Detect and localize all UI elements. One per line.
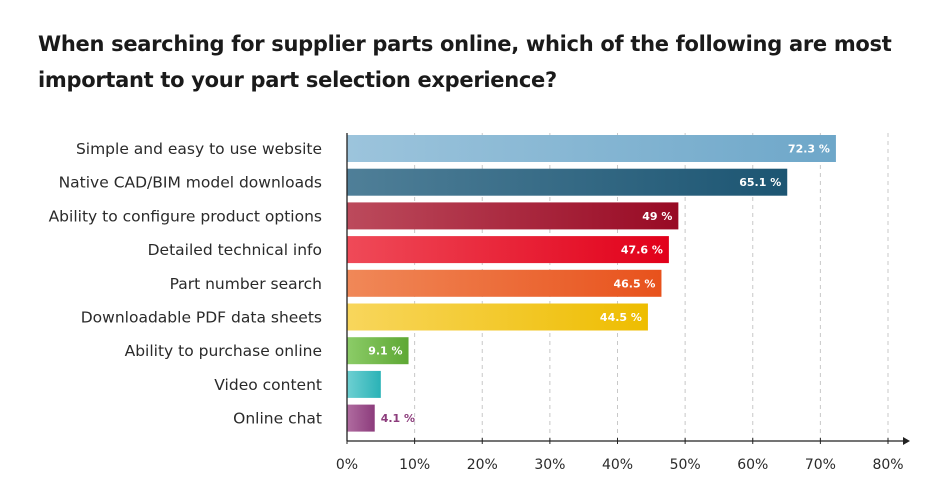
category-label: Part number search — [170, 275, 322, 293]
bar — [347, 303, 648, 331]
tick-label: 40% — [602, 457, 633, 473]
tick-label: 70% — [805, 457, 836, 473]
value-label: 9.1 % — [368, 345, 402, 358]
chart-title: When searching for supplier parts online… — [38, 32, 892, 92]
category-label: Ability to purchase online — [125, 342, 322, 360]
x-axis-arrow-icon — [903, 437, 910, 445]
category-label: Video content — [214, 376, 322, 394]
bars-group — [347, 135, 836, 432]
bar — [347, 370, 381, 398]
tick-label: 60% — [737, 457, 768, 473]
tick-label: 80% — [872, 457, 903, 473]
value-label: 65.1 % — [739, 176, 781, 189]
tick-label: 30% — [534, 457, 565, 473]
axes-group — [346, 133, 910, 445]
bar — [347, 135, 836, 162]
category-label: Simple and easy to use website — [76, 140, 322, 158]
value-label: 4.1 % — [381, 412, 415, 425]
bar — [347, 236, 669, 264]
category-label: Downloadable PDF data sheets — [81, 309, 322, 327]
bar — [347, 404, 375, 432]
bar — [347, 337, 409, 365]
bar — [347, 202, 679, 230]
value-label: 44.5 % — [600, 311, 642, 324]
bar — [347, 168, 788, 196]
labels-group: Simple and easy to use website 72.3 % Nati… — [49, 140, 904, 473]
category-label: Detailed technical info — [148, 241, 322, 259]
tick-label: 20% — [467, 457, 498, 473]
category-label: Online chat — [233, 410, 322, 428]
value-label: 49 % — [642, 210, 672, 223]
value-label: 72.3 % — [788, 143, 830, 156]
category-label: Ability to configure product options — [49, 207, 322, 225]
value-label: 5 % — [387, 378, 410, 391]
tick-label: 50% — [670, 457, 701, 473]
value-label: 47.6 % — [621, 244, 663, 257]
tick-label: 0% — [336, 457, 358, 473]
tick-label: 10% — [399, 457, 430, 473]
bar — [347, 269, 662, 297]
category-label: Native CAD/BIM model downloads — [59, 174, 322, 192]
value-label: 46.5 % — [613, 277, 655, 290]
